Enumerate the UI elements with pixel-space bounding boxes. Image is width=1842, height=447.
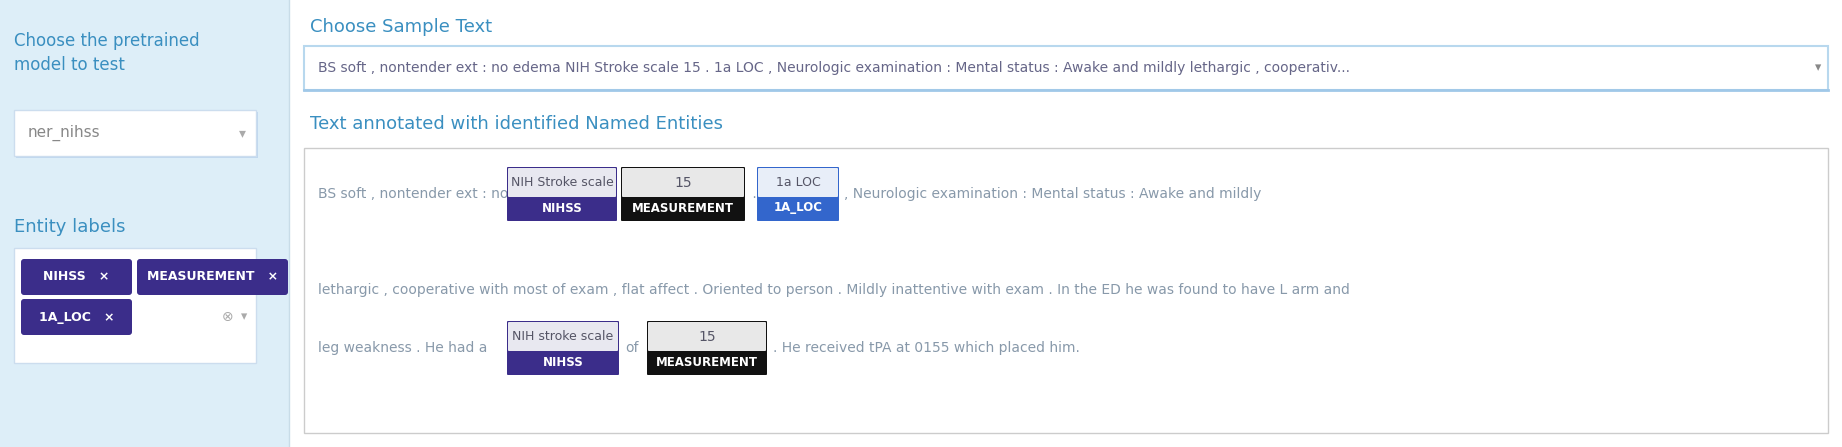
Text: Choose the pretrained
model to test: Choose the pretrained model to test (15, 32, 199, 74)
Text: , Neurologic examination : Mental status : Awake and mildly: , Neurologic examination : Mental status… (844, 187, 1262, 201)
Text: lethargic , cooperative with most of exam , flat affect . Oriented to person . M: lethargic , cooperative with most of exa… (319, 283, 1350, 297)
Bar (0, 0, 271, 447)
Bar (304, 46, 1827, 90)
FancyBboxPatch shape (647, 321, 766, 375)
Text: ⊗: ⊗ (223, 310, 234, 324)
Text: 1a LOC: 1a LOC (775, 177, 820, 190)
FancyBboxPatch shape (621, 167, 744, 221)
Text: NIH stroke scale: NIH stroke scale (512, 330, 613, 343)
Text: BS soft , nontender ext : no edema: BS soft , nontender ext : no edema (319, 187, 560, 201)
Text: NIHSS: NIHSS (543, 355, 584, 368)
Text: of: of (624, 341, 639, 355)
Text: 1A_LOC   ×: 1A_LOC × (39, 311, 114, 324)
FancyBboxPatch shape (508, 322, 619, 351)
FancyBboxPatch shape (507, 167, 617, 221)
Bar (15, 248, 256, 363)
Text: NIHSS   ×: NIHSS × (44, 270, 111, 283)
FancyBboxPatch shape (507, 321, 619, 375)
FancyBboxPatch shape (136, 259, 287, 295)
Text: ▾: ▾ (1814, 62, 1822, 75)
Bar (15, 110, 256, 156)
Text: Choose Sample Text: Choose Sample Text (309, 18, 492, 36)
Text: BS soft , nontender ext : no edema NIH Stroke scale 15 . 1a LOC , Neurologic exa: BS soft , nontender ext : no edema NIH S… (319, 61, 1350, 75)
Text: 15: 15 (674, 176, 693, 190)
Text: ▾: ▾ (238, 126, 245, 140)
Text: NIH Stroke scale: NIH Stroke scale (510, 177, 613, 190)
FancyBboxPatch shape (759, 168, 838, 197)
Text: leg weakness . He had a: leg weakness . He had a (319, 341, 488, 355)
Text: 1A_LOC: 1A_LOC (774, 202, 823, 215)
Bar (304, 148, 1827, 433)
Text: MEASUREMENT: MEASUREMENT (632, 202, 733, 215)
Text: ner_nihss: ner_nihss (28, 125, 101, 141)
Text: NIHSS: NIHSS (542, 202, 582, 215)
Text: Text annotated with identified Named Entities: Text annotated with identified Named Ent… (309, 115, 724, 133)
FancyBboxPatch shape (508, 168, 615, 197)
Text: MEASUREMENT: MEASUREMENT (656, 355, 759, 368)
Text: ▾: ▾ (241, 311, 247, 324)
FancyBboxPatch shape (623, 168, 744, 197)
Text: Entity labels: Entity labels (15, 218, 125, 236)
FancyBboxPatch shape (20, 259, 133, 295)
Bar (17, 112, 258, 158)
Text: . He received tPA at 0155 which placed him.: . He received tPA at 0155 which placed h… (774, 341, 1079, 355)
FancyBboxPatch shape (648, 322, 766, 351)
Bar (289, 0, 1842, 447)
Text: MEASUREMENT   ×: MEASUREMENT × (147, 270, 278, 283)
Text: .: . (748, 187, 757, 201)
FancyBboxPatch shape (20, 299, 133, 335)
FancyBboxPatch shape (757, 167, 838, 221)
Text: 15: 15 (698, 330, 717, 344)
